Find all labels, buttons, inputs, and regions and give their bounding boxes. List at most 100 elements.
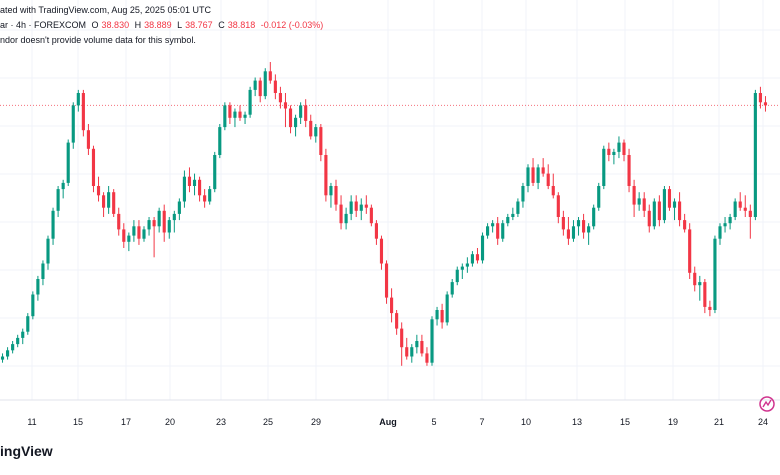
candle-body: [46, 238, 50, 264]
candle-body: [733, 201, 737, 217]
candle-body: [187, 176, 192, 186]
candle-body: [405, 347, 409, 357]
candle-body: [602, 148, 606, 186]
candle-body: [374, 223, 378, 239]
candle-body: [329, 186, 333, 196]
chart-header: ated with TradingView.com, Aug 25, 2025 …: [0, 5, 214, 15]
candle-body: [324, 155, 328, 196]
credit-text: ated with TradingView.com, Aug 25, 2025 …: [0, 5, 211, 15]
candle-body: [501, 223, 505, 239]
candle-body: [213, 155, 217, 190]
candle-body: [364, 204, 368, 208]
candle-body: [672, 201, 677, 208]
candle-body: [233, 111, 237, 118]
candle-body: [273, 80, 277, 93]
candle-body: [531, 167, 535, 183]
candle-body: [657, 201, 661, 221]
close-value: 38.818: [227, 20, 256, 30]
candle-body: [147, 220, 151, 230]
candle-body: [496, 223, 500, 239]
candle-body: [728, 217, 732, 224]
candle-body: [683, 220, 687, 230]
x-tick-label: 15: [73, 417, 83, 427]
candle-body: [21, 331, 25, 338]
candle-body: [339, 204, 343, 224]
candle-body: [693, 272, 697, 286]
x-tick-label: 13: [572, 417, 582, 427]
candle-body: [667, 189, 672, 208]
candle-body: [718, 226, 722, 239]
candle-body: [384, 263, 389, 298]
candle-body: [36, 279, 40, 295]
candle-body: [420, 341, 424, 354]
candle-body: [642, 198, 646, 211]
candle-body: [177, 201, 181, 214]
candle-body: [435, 310, 439, 320]
candle-body: [71, 105, 75, 143]
candle-body: [556, 195, 560, 217]
candle-body: [152, 220, 156, 227]
candle-body: [571, 226, 576, 239]
candle-body: [723, 223, 727, 227]
symbol-line: ar · 4h · FOREXCOM O 38.830 H 38.889 L 38.7…: [0, 20, 326, 30]
candle-body: [294, 117, 298, 128]
candle-body: [627, 155, 631, 186]
candle-body: [304, 105, 308, 121]
candle-body: [516, 201, 520, 214]
candle-body: [76, 93, 80, 106]
candle-body: [6, 350, 10, 357]
candle-body: [576, 220, 581, 227]
candle-body: [753, 93, 757, 217]
candle-body: [172, 213, 176, 221]
x-tick-label: 11: [27, 417, 36, 427]
candle-body: [218, 127, 222, 155]
candle-body: [16, 337, 20, 345]
candle-body: [369, 207, 373, 224]
candle-body: [142, 229, 146, 239]
candle-body: [455, 269, 459, 283]
candle-body: [81, 93, 85, 131]
candle-body: [475, 254, 480, 261]
candle-body: [379, 238, 384, 264]
candle-body: [157, 210, 161, 227]
candle-body: [309, 120, 313, 137]
footer-brand: ingView: [0, 443, 53, 459]
candle-body: [314, 127, 318, 137]
candle-body: [743, 207, 747, 211]
x-tick-label: 20: [165, 417, 175, 427]
candle-body: [354, 201, 358, 211]
candle-body: [491, 223, 495, 227]
candle-body: [299, 105, 303, 118]
candle-body: [617, 142, 621, 152]
candle-body: [698, 282, 702, 286]
candle-body: [430, 319, 434, 363]
x-tick-label: 25: [263, 417, 273, 427]
high-label: H: [134, 20, 142, 30]
candle-body: [203, 195, 207, 202]
x-tick-label: 10: [521, 417, 531, 427]
candle-body: [238, 111, 242, 118]
logo-spark: [762, 399, 772, 408]
candle-body: [738, 201, 742, 208]
candle-body: [51, 210, 55, 239]
candle-body: [26, 316, 30, 332]
candle-body: [56, 189, 60, 211]
candle-body: [551, 186, 555, 196]
candle-body: [288, 108, 293, 128]
candle-body: [465, 263, 469, 267]
candles-layer: [0, 62, 768, 366]
candle-body: [597, 186, 601, 208]
volume-notice: ndor doesn't provide volume data for thi…: [0, 35, 196, 45]
candle-body: [445, 294, 449, 323]
x-tick-label: 23: [216, 417, 226, 427]
tradingview-logo-mark-icon: [759, 396, 775, 412]
candle-body: [486, 226, 490, 236]
candle-body: [182, 176, 186, 202]
high-value: 38.889: [144, 20, 172, 30]
x-tick-label: 5: [431, 417, 436, 427]
candle-body: [587, 226, 591, 233]
candle-body: [137, 226, 141, 239]
candle-body: [208, 189, 212, 202]
candle-body: [582, 220, 586, 233]
candle-body: [198, 179, 202, 196]
